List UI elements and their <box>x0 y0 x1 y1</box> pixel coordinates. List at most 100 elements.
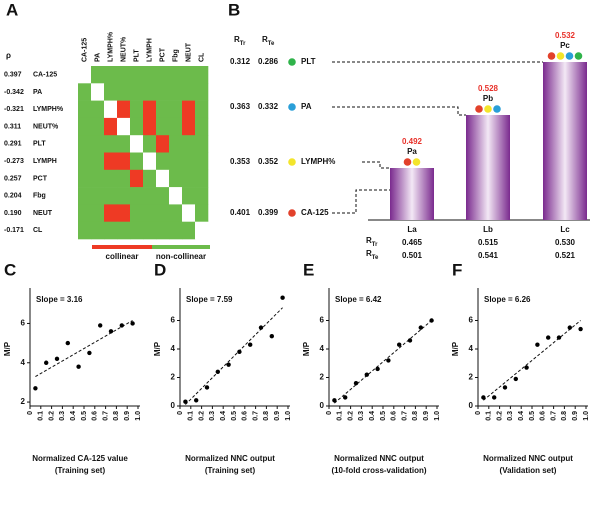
matrix-cell <box>156 152 170 171</box>
variable-name: LYMPH% <box>301 157 335 166</box>
rho-value: -0.321 <box>4 106 24 113</box>
matrix-cell <box>117 187 131 205</box>
matrix-cell <box>78 83 92 101</box>
x-axis-label: (Training set) <box>55 466 106 475</box>
x-tick-label: 0.3 <box>59 411 66 421</box>
matrix-cell <box>91 117 105 136</box>
data-point <box>194 398 199 403</box>
rho-value: 0.190 <box>4 210 22 217</box>
matrix-cell <box>182 187 196 205</box>
matrix-cell <box>169 100 183 119</box>
model-name: Lb <box>483 225 493 234</box>
data-point <box>397 342 402 347</box>
x-tick-label: 0 <box>475 411 482 415</box>
matrix-cell <box>195 221 209 240</box>
data-point <box>76 364 81 369</box>
connector <box>332 189 390 214</box>
legend-label: collinear <box>106 252 139 261</box>
matrix-cell <box>117 221 131 240</box>
data-point <box>418 325 423 330</box>
matrix-cell <box>117 152 131 171</box>
row-label: CA-125 <box>33 71 57 78</box>
matrix-cell <box>104 221 118 240</box>
column-label: PLT <box>133 49 140 62</box>
model-bar <box>466 115 510 220</box>
matrix-cell <box>91 221 105 240</box>
matrix-cell <box>182 169 196 188</box>
member-dot <box>556 52 565 60</box>
y-axis-label: M/P <box>302 341 311 356</box>
x-axis-label: Normalized NNC output <box>185 454 275 463</box>
matrix-cell <box>143 204 157 222</box>
data-point <box>353 381 359 386</box>
matrix-cell <box>117 100 131 119</box>
matrix-cell <box>156 204 170 222</box>
matrix-cell <box>156 221 170 240</box>
matrix-cell <box>104 117 118 136</box>
data-point <box>258 325 264 330</box>
rho-value: 0.291 <box>4 141 22 148</box>
matrix-cell <box>104 100 118 119</box>
column-label: CL <box>198 52 205 62</box>
annotation: Slope = 7.59 <box>186 295 233 304</box>
matrix-cell <box>156 117 170 136</box>
matrix-cell <box>169 117 183 136</box>
data-point <box>215 369 220 374</box>
r-tr-value: 0.363 <box>230 102 251 111</box>
point-label: Pa <box>407 147 417 156</box>
legend-label: non-collinear <box>156 252 206 261</box>
data-point <box>535 342 540 347</box>
matrix-cell <box>78 221 92 240</box>
matrix-cell <box>156 169 170 188</box>
model-value: 0.528 <box>478 84 499 93</box>
x-tick-label: 0.4 <box>369 411 376 421</box>
r-te-value: 0.286 <box>258 57 279 66</box>
matrix-cell <box>117 117 131 136</box>
x-tick-label: 0 <box>27 411 34 415</box>
member-dot <box>484 105 492 113</box>
row-label: PCT <box>33 175 48 182</box>
data-point <box>407 338 413 343</box>
matrix-cell <box>169 187 183 205</box>
x-tick-label: 0.6 <box>540 411 547 421</box>
panel-letter: F <box>452 260 462 279</box>
x-tick-label: 0.3 <box>358 411 365 421</box>
row-label: NEUT% <box>33 123 59 130</box>
matrix-cell <box>104 135 118 153</box>
matrix-cell <box>117 135 131 153</box>
matrix-cell <box>78 204 92 222</box>
matrix-cell <box>182 135 196 153</box>
y-tick-label: 2 <box>171 373 176 382</box>
y-tick-label: 2 <box>469 373 474 382</box>
variable-name: PLT <box>301 57 316 66</box>
x-tick-label: 0.1 <box>38 411 45 421</box>
data-point <box>492 395 497 400</box>
x-tick-label: 0.8 <box>412 411 419 421</box>
x-tick-label: 0.7 <box>252 411 259 421</box>
annotation: Slope = 6.42 <box>335 295 382 304</box>
matrix-cell <box>169 135 183 153</box>
data-point <box>481 395 486 400</box>
x-tick-label: 0.4 <box>518 411 525 421</box>
matrix-cell <box>78 100 92 119</box>
matrix-cell <box>169 221 183 240</box>
panel-letter: C <box>4 260 16 279</box>
matrix-cell <box>130 187 144 205</box>
column-label: PA <box>94 53 101 62</box>
data-point <box>280 295 285 300</box>
x-tick-label: 0.7 <box>102 411 109 421</box>
r-main: R <box>366 236 372 245</box>
data-point <box>33 386 38 391</box>
matrix-cell <box>104 152 118 171</box>
x-axis-label: (10-fold cross-validation) <box>331 466 426 475</box>
y-tick-label: 2 <box>320 373 325 382</box>
panel-letter: E <box>303 260 314 279</box>
matrix-cell <box>104 204 118 222</box>
matrix-cell <box>117 66 131 84</box>
matrix-cell <box>130 152 144 171</box>
matrix-cell <box>143 117 157 136</box>
y-tick-label: 6 <box>320 316 325 325</box>
x-tick-label: 0.3 <box>209 411 216 421</box>
member-dot <box>403 158 412 166</box>
